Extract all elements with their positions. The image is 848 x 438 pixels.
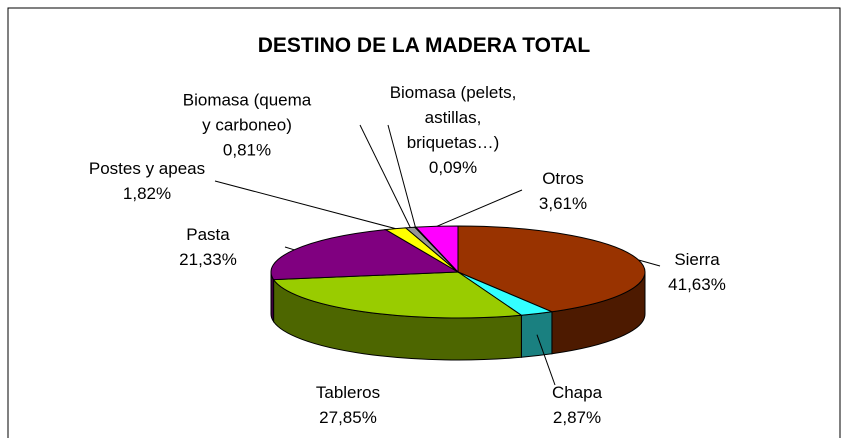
slice-side — [520, 311, 553, 358]
value-label: 0,81% — [222, 140, 272, 160]
value-label: 27,85% — [319, 408, 377, 427]
leader-line — [536, 334, 556, 386]
value-label: 3,61% — [538, 194, 588, 213]
chart-border — [7, 7, 841, 438]
slice-label: Biomasa (quema y carboneo) 0,81% — [183, 88, 312, 163]
value-label: 2,87% — [552, 408, 602, 427]
chart-title: DESTINO DE LA MADERA TOTAL — [257, 34, 591, 57]
slice — [457, 225, 646, 313]
slice-label: Chapa 2,87% — [552, 380, 602, 430]
leader-line — [436, 189, 523, 227]
slice-label: Otros 3,61% — [539, 166, 587, 216]
value-label: 1,82% — [122, 184, 172, 203]
category-label: Otros — [542, 169, 584, 188]
category-label: Sierra — [674, 250, 720, 269]
leader-line — [387, 124, 416, 228]
slice-label: Pasta 21,33% — [179, 222, 237, 272]
value-label: 41,63% — [668, 275, 726, 294]
slice-label: Biomasa (pelets, astillas, briquetas…) 0,… — [390, 80, 517, 180]
slice — [270, 229, 460, 281]
leader-line — [214, 180, 396, 230]
leader-line — [638, 259, 661, 267]
category-label: Biomasa (quema y carboneo) — [182, 90, 312, 135]
category-label: Postes y apeas — [88, 159, 206, 178]
category-label: Pasta — [186, 225, 230, 244]
slice — [272, 271, 523, 319]
category-label: Biomasa (pelets, astillas, briquetas…) — [389, 83, 517, 152]
value-label: 21,33% — [179, 250, 237, 269]
leader-line — [359, 124, 411, 228]
category-label: Chapa — [551, 383, 603, 402]
leader-line — [284, 246, 295, 251]
slice-label: Sierra 41,63% — [668, 247, 726, 297]
value-label: 0,09% — [428, 158, 478, 177]
category-label: Tableros — [315, 383, 381, 402]
slice-label: Postes y apeas 1,82% — [89, 156, 205, 206]
slice-label: Tableros 27,85% — [316, 380, 380, 430]
